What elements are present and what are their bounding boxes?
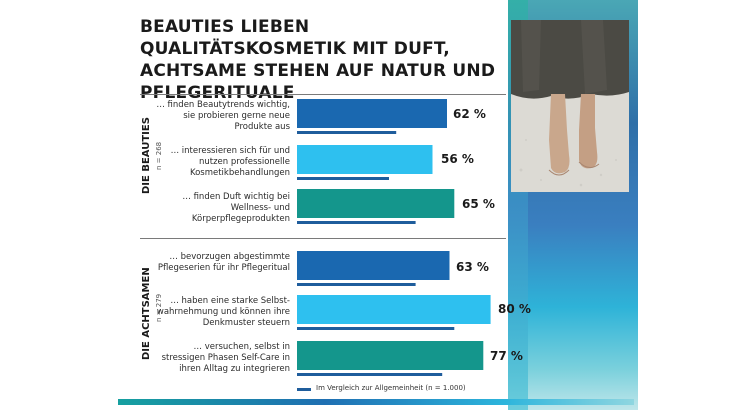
bar-label: … finden Duft wichtig bei Wellness- und … bbox=[182, 192, 290, 224]
bar-beauties-1 bbox=[297, 99, 447, 128]
legend-text: Im Vergleich zur Allgemeinheit (n = 1.00… bbox=[316, 384, 466, 392]
bar-label: … haben eine starke Selbst-wahrnehmung u… bbox=[156, 296, 290, 328]
bar-achtsamen-3 bbox=[297, 341, 484, 370]
comparison-bar-beauties-2 bbox=[297, 177, 389, 180]
legend-swatch bbox=[297, 388, 311, 391]
bottom-gradient-stripe bbox=[118, 399, 634, 405]
top-divider bbox=[140, 94, 506, 95]
bar-beauties-2 bbox=[297, 145, 433, 174]
chart-title: BEAUTIES LIEBEN QUALITÄTSKOSMETIK MIT DU… bbox=[140, 17, 496, 103]
value-label: 63 % bbox=[456, 260, 489, 274]
bar-beauties-3 bbox=[297, 189, 455, 218]
comparison-bar-achtsamen-1 bbox=[297, 283, 416, 286]
bar-achtsamen-2 bbox=[297, 295, 491, 324]
comparison-bar-achtsamen-2 bbox=[297, 327, 455, 330]
bar-label: … finden Beautytrends wichtig, sie probi… bbox=[156, 100, 290, 132]
comparison-bar-beauties-3 bbox=[297, 221, 416, 224]
bar-label: … interessieren sich für und nutzen prof… bbox=[170, 146, 290, 178]
value-label: 56 % bbox=[441, 152, 474, 166]
comparison-bar-beauties-1 bbox=[297, 131, 397, 134]
bar-label: … bevorzugen abgestimmte Pflegeserien fü… bbox=[157, 252, 290, 273]
value-label: 62 % bbox=[453, 107, 486, 121]
value-label: 80 % bbox=[498, 302, 531, 316]
bar-achtsamen-1 bbox=[297, 251, 450, 280]
value-label: 65 % bbox=[462, 197, 495, 211]
value-label: 77 % bbox=[490, 349, 523, 363]
comparison-bar-achtsamen-3 bbox=[297, 373, 443, 376]
bar-label: … versuchen, selbst in stressigen Phasen… bbox=[161, 342, 290, 374]
group-divider bbox=[140, 238, 506, 239]
barefoot-photo bbox=[511, 20, 629, 192]
